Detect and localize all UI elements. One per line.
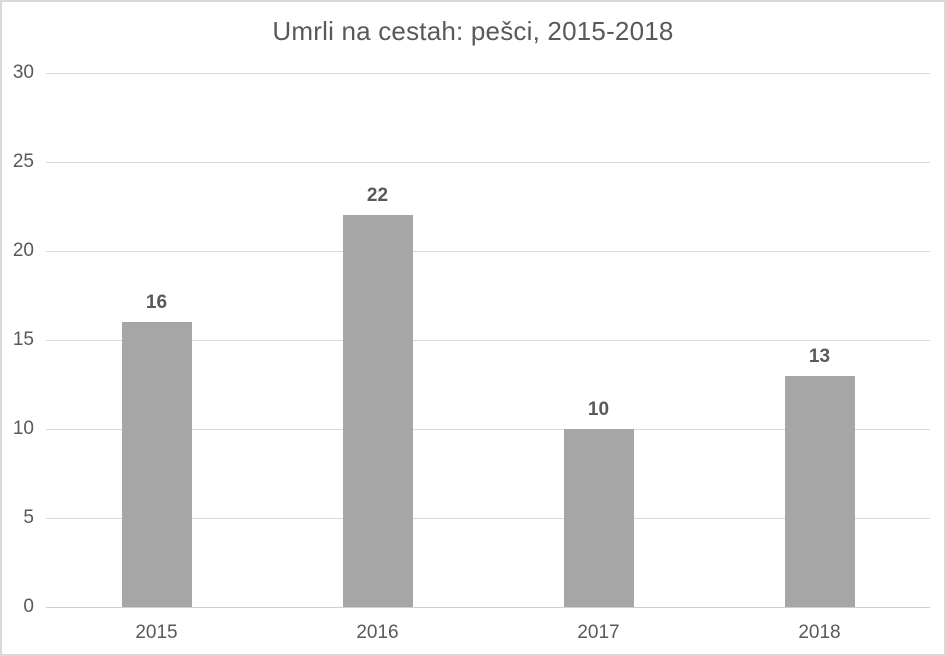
gridline (46, 250, 930, 252)
bar-2015 (121, 322, 192, 607)
x-axis-category-label: 2017 (577, 622, 620, 643)
chart-title: Umrli na cestah: pešci, 2015-2018 (272, 16, 674, 46)
gridline (46, 339, 930, 341)
bar-value-label: 22 (366, 185, 389, 207)
gridline (46, 517, 930, 519)
bar-2018 (784, 375, 855, 607)
y-axis-tick-label: 5 (23, 507, 34, 528)
y-axis-tick-label: 0 (23, 596, 34, 617)
x-axis-line (46, 606, 930, 608)
y-axis-tick-label: 20 (12, 240, 34, 261)
bar-2017 (563, 429, 634, 607)
bar-2016 (342, 215, 413, 607)
gridline (46, 428, 930, 430)
bar-value-label: 10 (587, 399, 610, 420)
bar-value-label: 13 (808, 345, 831, 367)
y-axis-tick-label: 30 (12, 62, 34, 83)
gridline (46, 161, 930, 163)
gridline (46, 72, 930, 74)
x-axis-category-label: 2018 (798, 622, 841, 643)
y-axis-tick-label: 25 (12, 151, 34, 172)
x-axis-category-label: 2015 (135, 622, 178, 643)
y-axis-tick-label: 15 (12, 329, 34, 350)
bar-value-label: 16 (145, 292, 168, 314)
y-axis-tick-label: 10 (12, 418, 34, 439)
x-axis-category-label: 2016 (356, 622, 399, 643)
